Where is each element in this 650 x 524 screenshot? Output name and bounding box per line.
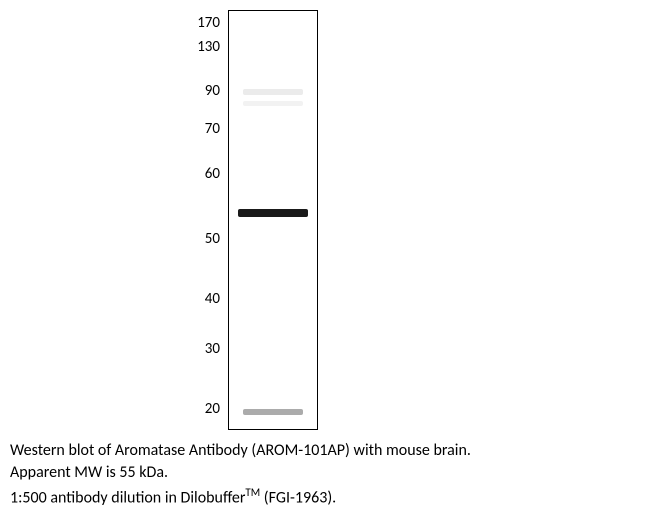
ladder-label-170: 170 <box>197 14 220 32</box>
gel-lane <box>228 10 318 430</box>
caption-text: Western blot of Aromatase Antibody (AROM… <box>10 441 471 460</box>
molecular-weight-ladder: 170 130 90 70 60 50 40 30 20 <box>180 10 220 430</box>
band-1 <box>243 101 303 106</box>
band-0 <box>243 89 303 95</box>
caption-text-after: (FGI-1963). <box>260 488 336 507</box>
trademark-symbol: TM <box>245 486 260 499</box>
caption-line-0: Western blot of Aromatase Antibody (AROM… <box>10 440 630 462</box>
ladder-label-130: 130 <box>197 38 220 56</box>
ladder-label-90: 90 <box>205 82 220 100</box>
caption-text: 1:500 antibody dilution in Dilobuffer <box>10 488 245 507</box>
caption-text: Apparent MW is 55 kDa. <box>10 463 168 482</box>
ladder-label-40: 40 <box>205 290 220 308</box>
blot-area: 170 130 90 70 60 50 40 30 20 <box>180 10 340 430</box>
ladder-label-70: 70 <box>205 120 220 138</box>
figure-caption: Western blot of Aromatase Antibody (AROM… <box>10 440 630 510</box>
caption-line-2: 1:500 antibody dilution in DilobufferTM … <box>10 485 630 510</box>
ladder-label-60: 60 <box>205 165 220 183</box>
ladder-label-20: 20 <box>205 400 220 418</box>
ladder-label-30: 30 <box>205 340 220 358</box>
western-blot-figure: 170 130 90 70 60 50 40 30 20 Western blot of Aro… <box>0 0 650 524</box>
band-3 <box>243 409 303 415</box>
ladder-label-50: 50 <box>205 230 220 248</box>
band-2 <box>238 209 308 217</box>
caption-line-1: Apparent MW is 55 kDa. <box>10 462 630 484</box>
